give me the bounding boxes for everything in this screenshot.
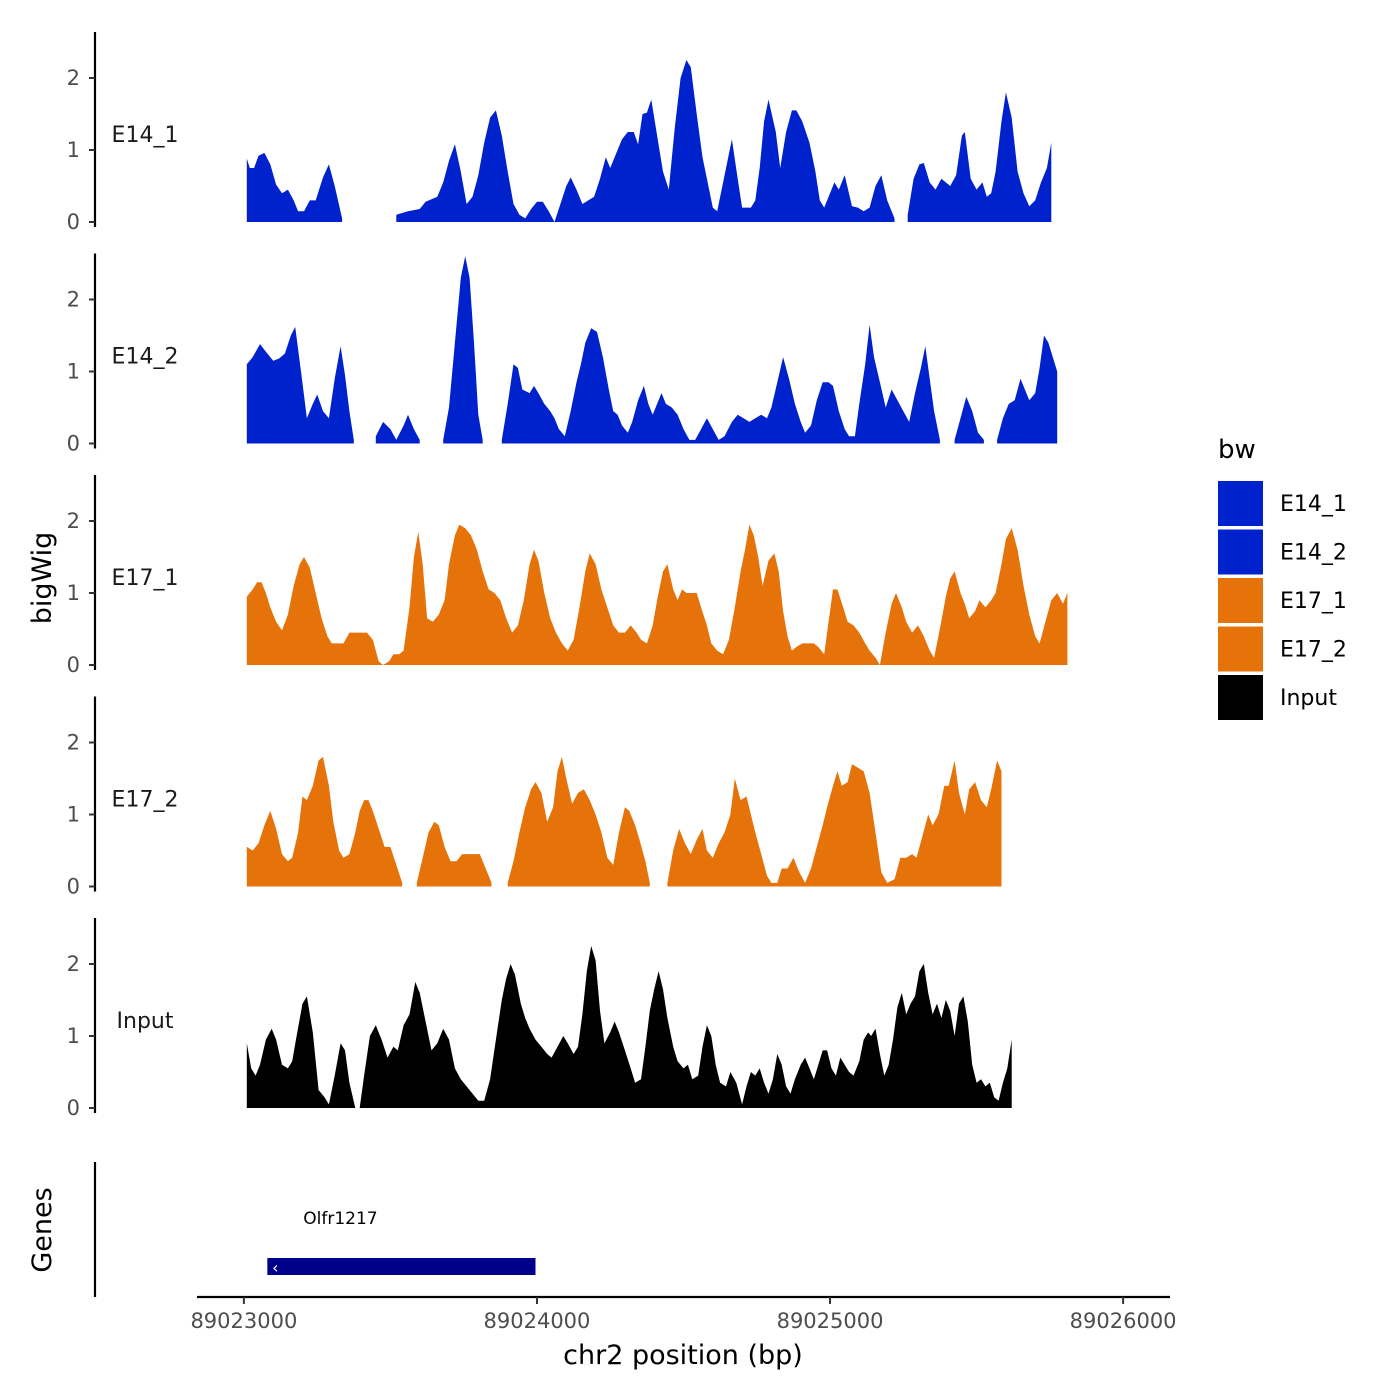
- y-tick-label: 0: [67, 432, 80, 456]
- signal-area-E14_1: [246, 152, 343, 222]
- y-tick-label: 2: [67, 288, 80, 312]
- track-E17_2: 0 1 2 E17_2: [67, 696, 1002, 899]
- legend-swatch: [1218, 481, 1263, 526]
- legend-label: E17_1: [1280, 589, 1347, 614]
- signal-area-E14_1: [396, 60, 895, 222]
- legend-swatch: [1218, 578, 1263, 623]
- signal-area-E17_2: [507, 756, 650, 887]
- y-axis-title: bigWig: [27, 532, 58, 625]
- signal-area-E14_2: [954, 396, 984, 444]
- track-E17_1: 0 1 2 E17_1: [67, 475, 1068, 677]
- x-tick-label: 89026000: [1070, 1309, 1177, 1333]
- y-tick-label: 0: [67, 653, 80, 677]
- y-tick-label: 2: [67, 952, 80, 976]
- track-E14_2: 0 1 2 E14_2: [67, 253, 1058, 456]
- track-label: E17_2: [112, 788, 179, 813]
- signal-area-E14_2: [246, 326, 354, 444]
- y-tick-label: 1: [67, 360, 80, 384]
- signal-area-E14_2: [375, 414, 420, 444]
- signal-area-Input: [246, 946, 1012, 1108]
- x-tick-label: 89025000: [777, 1309, 884, 1333]
- legend-label: E14_2: [1280, 541, 1347, 566]
- signal-area-E17_2: [667, 760, 1002, 887]
- strand-arrow-icon: ‹: [272, 1258, 278, 1277]
- x-tick-label: 89023000: [190, 1309, 297, 1333]
- y-tick-label: 2: [67, 731, 80, 755]
- signal-area-E17_2: [416, 821, 492, 887]
- legend-title: bw: [1218, 435, 1256, 465]
- y-tick-label: 0: [67, 875, 80, 899]
- gene-track: ‹ Olfr1217: [93, 1162, 536, 1297]
- y-tick-label: 1: [67, 138, 80, 162]
- track-label: E14_2: [112, 345, 179, 370]
- track-Input: 0 1 2 Input: [67, 918, 1012, 1120]
- y-tick-label: 0: [67, 210, 80, 234]
- signal-area-E17_1: [246, 524, 1068, 665]
- genes-axis-title: Genes: [27, 1187, 58, 1272]
- y-tick-label: 2: [67, 509, 80, 533]
- signal-area-E14_1: [907, 92, 1052, 223]
- y-tick-label: 1: [67, 1024, 80, 1048]
- signal-area-E14_2: [501, 324, 940, 444]
- gene-label: Olfr1217: [303, 1209, 377, 1229]
- x-axis-title: chr2 position (bp): [563, 1340, 803, 1371]
- legend-swatch: [1218, 529, 1263, 575]
- legend: bw E14_1 E14_2 E17_1 E17_2 Input: [1218, 435, 1347, 720]
- signal-area-E17_2: [246, 756, 403, 887]
- track-label: E14_1: [112, 123, 179, 148]
- signal-area-E14_2: [443, 256, 483, 444]
- gene-body: [267, 1258, 536, 1275]
- track-E14_1: 0 1 2 E14_1: [67, 32, 1052, 234]
- x-tick-label: 89024000: [484, 1309, 591, 1333]
- x-axis: 89023000 89024000 89025000 89026000: [190, 1295, 1177, 1333]
- legend-label: E17_2: [1280, 638, 1347, 663]
- signal-area-E14_2: [997, 335, 1058, 444]
- y-tick-label: 1: [67, 803, 80, 827]
- legend-label: E14_1: [1280, 492, 1347, 517]
- y-tick-label: 1: [67, 581, 80, 605]
- y-tick-label: 2: [67, 66, 80, 90]
- track-label: Input: [117, 1009, 174, 1034]
- track-label: E17_1: [112, 566, 179, 591]
- signal-tracks: 0 1 2 E14_1 0 1 2 E14_2 0 1 2 E17_1 0 1 2 E17_2 0 1 2 Input: [67, 32, 1068, 1120]
- y-tick-label: 0: [67, 1096, 80, 1120]
- legend-swatch: [1218, 675, 1263, 720]
- legend-label: Input: [1280, 686, 1337, 711]
- legend-swatch: [1218, 626, 1263, 672]
